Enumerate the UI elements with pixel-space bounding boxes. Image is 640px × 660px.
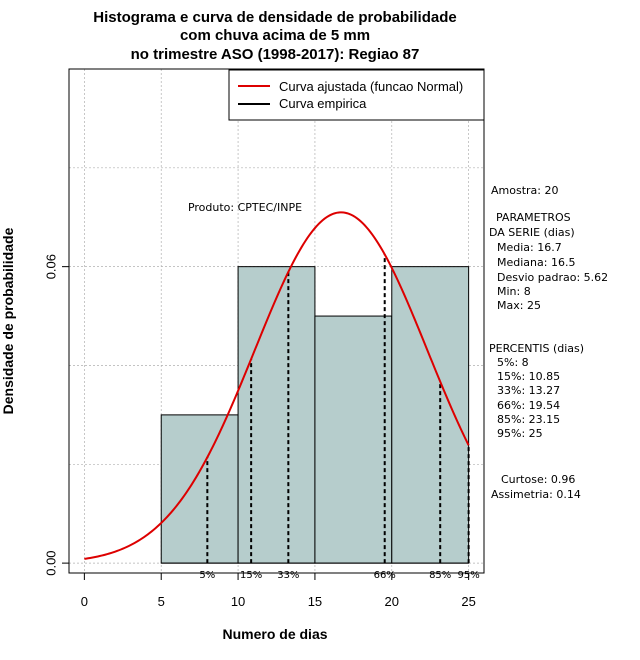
x-axis: 0 5 10 15 20 25 [81, 572, 476, 609]
param-sd: Desvio padrao: 5.62 [497, 271, 608, 284]
x-tick-label: 10 [231, 594, 245, 609]
x-tick-label: 15 [308, 594, 322, 609]
product-annotation: Produto: CPTEC/INPE [188, 201, 302, 214]
kurtosis: Curtose: 0.96 [501, 473, 575, 486]
percentil-5: 5%: 8 [497, 356, 529, 369]
chart-title-line-2: com chuva acima de 5 mm [180, 27, 370, 44]
histogram-bar [314, 315, 393, 564]
percentil-15: 15%: 10.85 [497, 370, 560, 383]
legend: Curva ajustada (funcao Normal) Curva emp… [228, 69, 485, 121]
percentile-label: 66% [374, 570, 396, 581]
param-max: Max: 25 [497, 299, 541, 312]
histogram-bar [237, 266, 316, 564]
legend-label-empirical: Curva empirica [279, 96, 367, 111]
percentil-95: 95%: 25 [497, 427, 543, 440]
param-min: Min: 8 [497, 285, 531, 298]
parameters-title: PARAMETROS [496, 211, 571, 224]
percentil-66: 66%: 19.54 [497, 399, 560, 412]
y-axis-label: Densidade de probabilidade [0, 227, 16, 414]
normal-fit-curve [84, 211, 470, 560]
percentile-labels: 5% 15% 33% 66% 85% 95% [199, 570, 479, 581]
x-axis-label: Numero de dias [222, 626, 327, 642]
histogram-bars [160, 266, 470, 564]
y-tick-label: 0.00 [44, 550, 59, 575]
percentile-label: 33% [277, 570, 299, 581]
percentis-title: PERCENTIS (dias) [489, 342, 584, 355]
y-axis: 0.00 0.06 [44, 254, 70, 576]
percentile-lines [206, 254, 470, 564]
legend-label-fit: Curva ajustada (funcao Normal) [279, 79, 463, 94]
percentile-label: 15% [240, 570, 262, 581]
y-tick-label: 0.06 [44, 254, 59, 279]
skewness: Assimetria: 0.14 [491, 488, 581, 501]
x-tick-label: 25 [461, 594, 475, 609]
chart-title-line-1: Histograma e curva de densidade de proba… [93, 9, 456, 26]
x-tick-label: 0 [81, 594, 88, 609]
legend-box [228, 69, 485, 121]
histogram-bar [391, 266, 470, 564]
series-title: DA SERIE (dias) [489, 226, 575, 239]
param-mean: Media: 16.7 [497, 241, 562, 254]
x-tick-label: 5 [158, 594, 165, 609]
histogram-bar [160, 414, 239, 564]
param-median: Mediana: 16.5 [497, 256, 575, 269]
x-tick-label: 20 [385, 594, 399, 609]
percentile-label: 85% [429, 570, 451, 581]
percentil-85: 85%: 23.15 [497, 413, 560, 426]
percentile-label: 5% [199, 570, 215, 581]
percentil-33: 33%: 13.27 [497, 384, 560, 397]
percentile-label: 95% [458, 570, 480, 581]
sample-size: Amostra: 20 [491, 184, 558, 197]
chart-title-line-3: no trimestre ASO (1998-2017): Regiao 87 [131, 46, 420, 63]
statistics-panel: Amostra: 20 PARAMETROS DA SERIE (dias) M… [489, 184, 608, 501]
